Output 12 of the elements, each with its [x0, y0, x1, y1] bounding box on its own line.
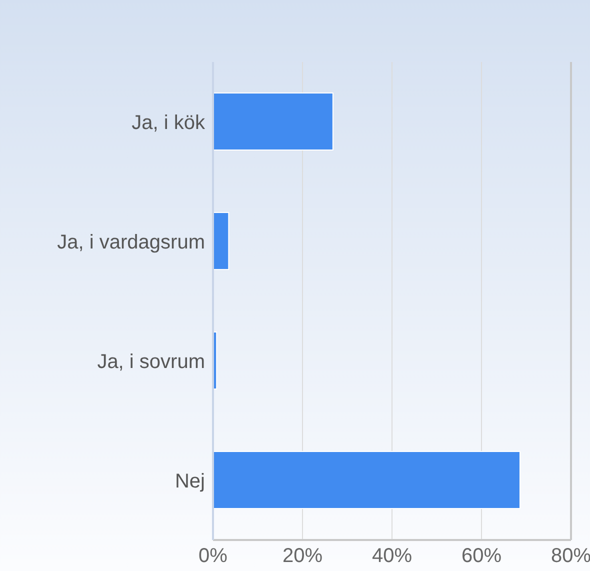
y-tick-label: Ja, i vardagsrum: [57, 231, 205, 254]
y-tick-label: Ja, i sovrum: [97, 350, 205, 373]
y-tick-label: Nej: [174, 470, 205, 492]
bar: [213, 451, 520, 509]
x-tick-label: 40%: [372, 545, 412, 568]
x-tick-label: 0%: [198, 545, 228, 568]
bar: [213, 92, 334, 150]
y-tick-label: Ja, i kök: [132, 112, 206, 134]
bar: [213, 212, 230, 270]
x-tick-label: 80%: [550, 545, 590, 568]
x-tick-label: 20%: [282, 545, 323, 568]
x-tick-label: 60%: [461, 545, 502, 568]
